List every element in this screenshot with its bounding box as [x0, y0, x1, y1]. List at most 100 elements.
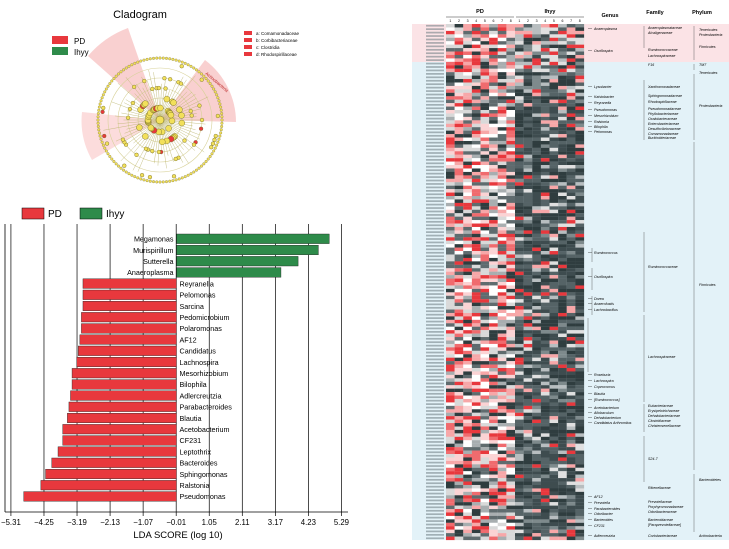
heatmap-row-label — [426, 355, 444, 357]
heatmap-cell — [471, 89, 481, 93]
heatmap-cell — [515, 385, 524, 389]
heatmap-cell — [463, 79, 472, 83]
heatmap-cell — [575, 51, 585, 56]
heatmap-cell — [566, 48, 576, 52]
heatmap-cell — [515, 178, 524, 183]
heatmap-cell — [454, 171, 464, 176]
heatmap-cell — [480, 392, 490, 396]
clado-leaf — [180, 60, 184, 64]
heatmap-cell — [506, 134, 516, 138]
lda-bar — [23, 491, 177, 502]
heatmap-row-label — [426, 358, 444, 361]
heatmap-cell — [480, 457, 490, 461]
heatmap-cell — [515, 220, 524, 224]
heatmap-cell — [471, 333, 481, 338]
heatmap-cell — [540, 388, 550, 393]
heatmap-cell — [471, 381, 481, 386]
heatmap-cell — [454, 316, 464, 320]
heatmap-cell — [480, 416, 490, 420]
heatmap-row-label — [426, 444, 444, 447]
heatmap-cell — [523, 395, 533, 400]
heatmap-family-label: Lachnospiraceae — [648, 54, 675, 58]
heatmap-cell — [532, 44, 541, 49]
heatmap-cell — [549, 202, 559, 207]
clado-leaf — [219, 108, 223, 112]
heatmap-cell — [497, 41, 507, 45]
heatmap-cell — [463, 58, 472, 62]
heatmap-cell — [532, 37, 541, 42]
heatmap-cell — [575, 412, 585, 417]
clado-leaf — [112, 160, 116, 163]
heatmap-cell — [489, 247, 498, 252]
heatmap-cell — [566, 536, 576, 541]
heatmap-cell — [506, 237, 516, 241]
heatmap-cell — [506, 529, 516, 534]
heatmap-cell — [558, 113, 567, 117]
heatmap-cell — [446, 247, 455, 252]
clado-leaf — [110, 157, 114, 161]
heatmap-cell — [566, 302, 576, 307]
heatmap-cell — [506, 278, 516, 283]
heatmap-phylum-label: TM7 — [699, 63, 707, 67]
heatmap-cell — [523, 330, 533, 334]
cladogram-key-c: c: Clostridia — [256, 45, 280, 50]
heatmap-cell — [515, 116, 524, 121]
heatmap-cell — [446, 330, 455, 334]
heatmap-cell — [454, 433, 464, 437]
heatmap-cell — [523, 436, 533, 441]
heatmap-cell — [497, 44, 507, 49]
heatmap-cell — [446, 282, 455, 286]
heatmap-cell — [480, 409, 490, 413]
heatmap-cell — [523, 96, 533, 100]
heatmap-cell — [549, 515, 559, 520]
heatmap-cell — [523, 137, 533, 142]
heatmap-cell — [463, 488, 472, 492]
clado-node — [179, 64, 184, 69]
heatmap-cell — [575, 213, 585, 217]
clado-leaf — [97, 128, 101, 132]
clado-branch — [159, 119, 200, 136]
heatmap-cell — [454, 110, 464, 114]
heatmap-cell — [540, 37, 550, 42]
heatmap-cell — [566, 34, 576, 38]
heatmap-cell — [515, 495, 524, 499]
lda-bar-label: Adlercreutzia — [180, 391, 222, 400]
heatmap-cell — [575, 261, 585, 265]
heatmap-cell — [575, 447, 585, 451]
heatmap-cell — [471, 106, 481, 111]
heatmap-cell — [540, 199, 550, 203]
heatmap-cell — [454, 533, 464, 537]
heatmap-cell — [454, 519, 464, 523]
heatmap-cell — [532, 223, 541, 228]
heatmap-cell — [523, 30, 533, 35]
heatmap-cell — [471, 237, 481, 241]
heatmap-cell — [532, 467, 541, 472]
heatmap-cell — [463, 378, 472, 382]
heatmap-cell — [446, 92, 455, 97]
heatmap-cell — [523, 110, 533, 114]
heatmap-col-number: 7 — [501, 19, 503, 23]
heatmap-cell — [558, 419, 567, 424]
heatmap-cell — [489, 436, 498, 441]
heatmap-cell — [532, 65, 541, 69]
heatmap-cell — [515, 361, 524, 365]
heatmap-cell — [558, 282, 567, 286]
heatmap-cell — [497, 398, 507, 403]
heatmap-row-label — [426, 124, 444, 127]
heatmap-cell — [489, 58, 498, 62]
heatmap-cell — [454, 44, 464, 49]
heatmap-cell — [506, 223, 516, 228]
heatmap-cell — [463, 405, 472, 410]
heatmap-cell — [506, 398, 516, 403]
heatmap-cell — [549, 519, 559, 523]
heatmap-row-label — [426, 90, 444, 92]
heatmap-row-label — [426, 437, 444, 440]
heatmap-cell — [566, 484, 576, 489]
heatmap-row-label — [426, 275, 444, 278]
heatmap-cell — [515, 140, 524, 145]
heatmap-row-label — [426, 406, 444, 409]
heatmap-row-label — [426, 331, 444, 333]
heatmap-cell — [575, 89, 585, 93]
heatmap-cell — [497, 429, 507, 434]
heatmap-cell — [489, 364, 498, 369]
